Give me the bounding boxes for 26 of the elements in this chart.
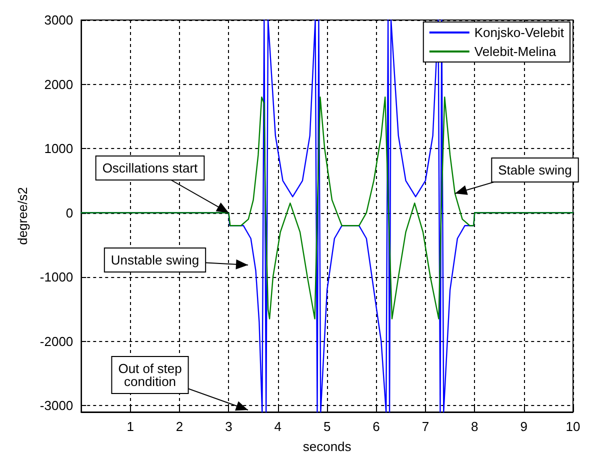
y-tick-label: -1000	[40, 270, 74, 285]
x-tick-label: 9	[520, 419, 528, 434]
x-tick-label: 4	[274, 419, 282, 434]
y-tick-label: 2000	[44, 76, 74, 92]
legend-label: Konjsko-Velebit	[474, 25, 564, 40]
annotation: Unstable swing	[110, 252, 200, 268]
x-tick-label: 6	[372, 419, 380, 434]
x-tick-label: 10	[566, 419, 580, 434]
x-tick-label: 5	[323, 419, 331, 434]
annotation: Oscillations start	[102, 160, 198, 176]
y-tick-label: -3000	[40, 398, 74, 414]
annotation: Out of step condition	[118, 361, 182, 389]
x-axis-title: seconds	[302, 439, 352, 454]
y-tick-label: -2000	[40, 334, 74, 349]
line-series	[80, 96, 574, 320]
x-tick-label: 7	[422, 419, 430, 434]
y-axis-title: degree/s2	[15, 187, 30, 245]
x-tick-label: 1	[126, 419, 134, 434]
x-tick-label: 2	[176, 419, 184, 434]
x-tick-label: 3	[225, 419, 232, 434]
y-tick-label: 0	[66, 205, 74, 220]
y-tick-label: 3000	[44, 12, 74, 28]
legend-label: Velebit-Melina	[474, 44, 557, 59]
y-tick-label: 1000	[44, 141, 74, 156]
annotation: Stable swing	[498, 162, 572, 178]
x-tick-label: 8	[471, 419, 478, 434]
